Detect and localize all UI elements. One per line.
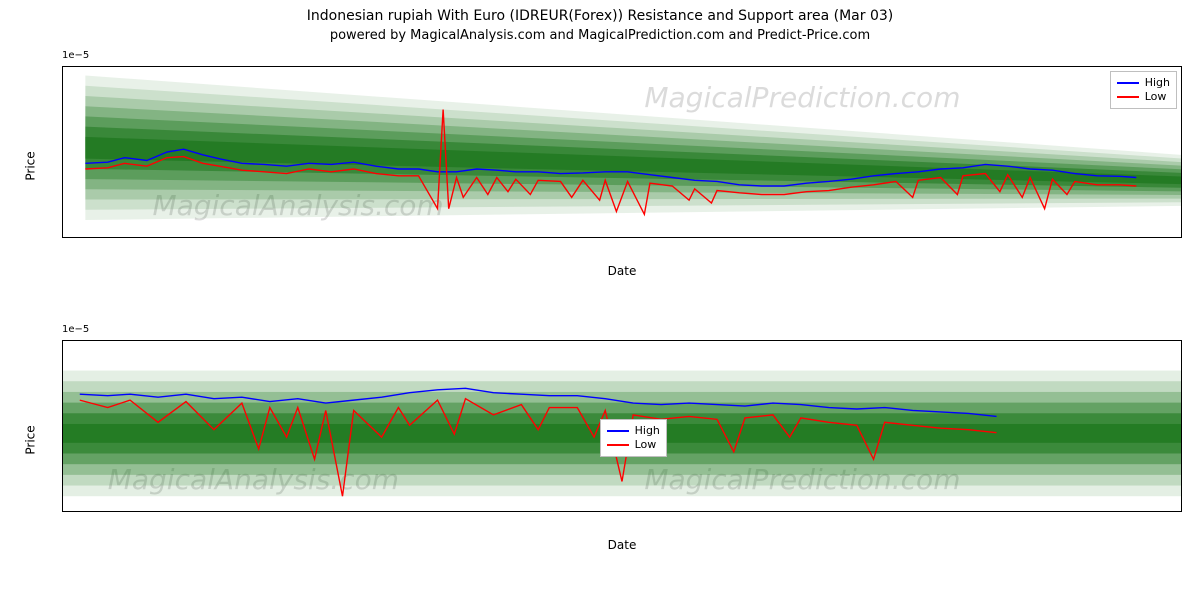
chart-title: Indonesian rupiah With Euro (IDREUR(Fore… <box>0 0 1200 24</box>
xtick-label: 2023-07 <box>185 237 227 238</box>
xtick-label: 2023-10 <box>327 237 369 238</box>
xtick-label: 2025-01-01 <box>392 511 450 512</box>
xtick-label: 2024-07 <box>744 237 786 238</box>
legend-label-high: High <box>635 424 660 438</box>
xtick-label: 2023-04 <box>62 237 89 238</box>
bot-xlabel: Date <box>62 538 1182 552</box>
legend-row-low: Low <box>607 438 660 452</box>
xtick-label: 2025-03-15 <box>1107 511 1165 512</box>
legend-swatch-low <box>607 444 629 446</box>
xtick-label: 2025-04 <box>1160 237 1182 238</box>
legend-row-low: Low <box>1117 90 1170 104</box>
legend-label-high: High <box>1145 76 1170 90</box>
xtick-label: 2024-12-15 <box>235 511 293 512</box>
legend-label-low: Low <box>635 438 657 452</box>
legend: High Low <box>1110 71 1177 109</box>
top-xlabel: Date <box>62 264 1182 278</box>
xtick-label: 2024-04 <box>607 237 649 238</box>
xtick-label: 2024-01 <box>469 237 511 238</box>
xtick-label: 2024-10 <box>886 237 928 238</box>
top-plot-area: MagicalAnalysis.com MagicalPrediction.co… <box>62 66 1182 238</box>
legend-row-high: High <box>1117 76 1170 90</box>
legend-swatch-high <box>607 430 629 432</box>
legend-row-high: High <box>607 424 660 438</box>
xtick-label: 2025-02-15 <box>828 511 886 512</box>
top-ylabel: Price <box>24 151 38 180</box>
legend-swatch-high <box>1117 82 1139 84</box>
chart-subtitle: powered by MagicalAnalysis.com and Magic… <box>0 24 1200 45</box>
bot-ylabel: Price <box>24 425 38 454</box>
legend-label-low: Low <box>1145 90 1167 104</box>
bottom-panel: 1e−5 Price MagicalAnalysis.com MagicalPr… <box>62 330 1182 550</box>
xtick-label: 2025-03-01 <box>967 511 1025 512</box>
top-panel: 1e−5 Price MagicalAnalysis.com MagicalPr… <box>62 56 1182 276</box>
bottom-plot-area: MagicalAnalysis.com MagicalPrediction.co… <box>62 340 1182 512</box>
xtick-label: 2024-12-01 <box>95 511 153 512</box>
xtick-label: 2025-02-01 <box>688 511 746 512</box>
bot-exp-label: 1e−5 <box>62 324 89 335</box>
xtick-label: 2025-01-15 <box>531 511 589 512</box>
legend-swatch-low <box>1117 96 1139 98</box>
top-lines-svg <box>63 67 1181 237</box>
xtick-label: 2025-01 <box>1028 237 1070 238</box>
top-exp-label: 1e−5 <box>62 50 89 61</box>
figure: Indonesian rupiah With Euro (IDREUR(Fore… <box>0 0 1200 600</box>
legend: High Low <box>600 419 667 457</box>
